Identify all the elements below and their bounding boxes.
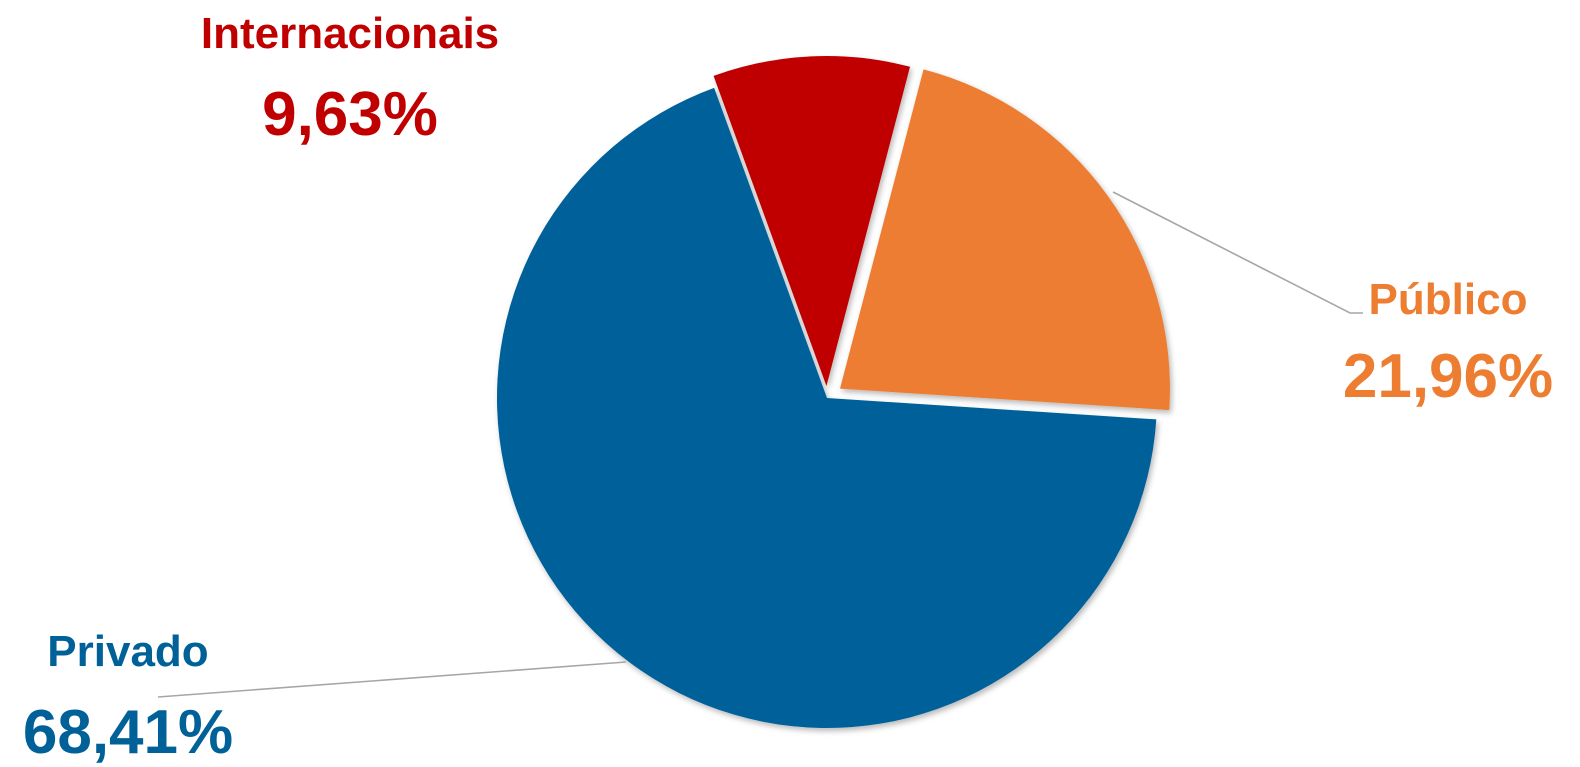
label-publico-value: 21,96%	[1343, 342, 1553, 411]
data-labels: Internacionais 9,63% Público 21,96% Priv…	[23, 9, 1553, 767]
slice-publico	[839, 69, 1170, 411]
label-privado-name: Privado	[47, 627, 208, 676]
leader-lines	[157, 191, 1363, 698]
slice-privado	[496, 87, 1157, 728]
slice-internacionais	[713, 56, 910, 387]
label-privado-value: 68,41%	[23, 698, 233, 767]
leader-line-privado	[157, 661, 627, 698]
pie-slices	[496, 56, 1170, 728]
leader-line-publico	[1112, 191, 1363, 314]
label-publico-name: Público	[1369, 275, 1528, 324]
label-internacionais-name: Internacionais	[201, 9, 499, 58]
label-internacionais-value: 9,63%	[262, 80, 438, 149]
